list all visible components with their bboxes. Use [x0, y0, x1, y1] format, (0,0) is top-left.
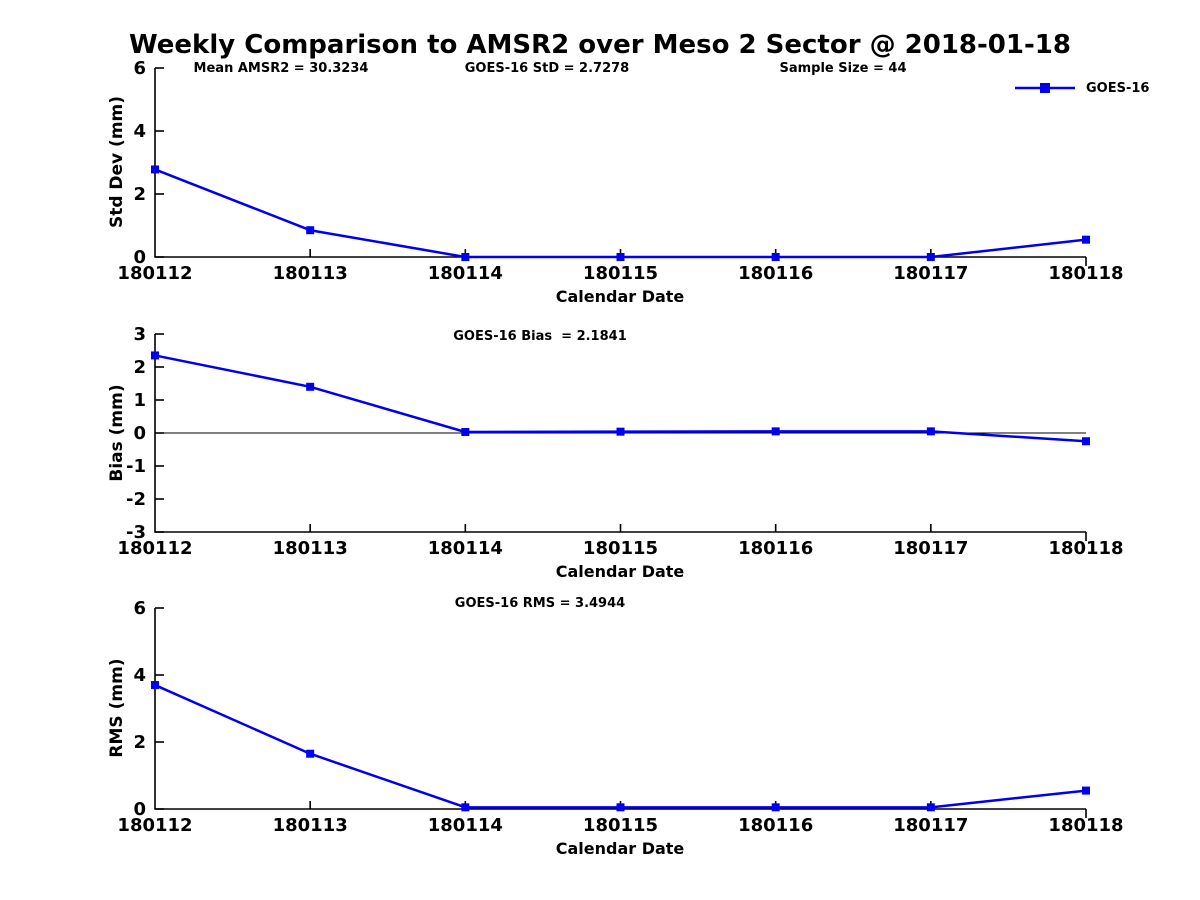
- x-tick-label: 180118: [1048, 538, 1123, 559]
- page-title: Weekly Comparison to AMSR2 over Meso 2 S…: [129, 30, 1071, 60]
- x-tick-label: 180114: [428, 263, 503, 284]
- y-tick-label: 0: [133, 423, 146, 444]
- y-axis-label-std-dev: Std Dev (mm): [107, 95, 127, 229]
- data-point-marker: [616, 253, 625, 261]
- data-point-marker: [151, 165, 159, 174]
- x-tick-label: 180116: [738, 263, 813, 284]
- axes: [154, 608, 1086, 810]
- x-tick-label: 180115: [583, 263, 658, 284]
- y-tick-label: 0: [133, 247, 146, 268]
- y-tick-label: -3: [126, 522, 146, 543]
- data-point-marker: [306, 382, 315, 391]
- y-tick-label: 2: [133, 184, 146, 205]
- y-axis-label-rms: RMS (mm): [107, 658, 127, 758]
- x-tick-label: 180114: [428, 815, 503, 836]
- x-tick-label: 180115: [583, 538, 658, 559]
- y-tick-label: 2: [133, 357, 146, 378]
- x-axis-label-bottom: Calendar Date: [555, 839, 685, 858]
- data-point-marker: [771, 253, 780, 261]
- data-point-marker: [1082, 437, 1090, 446]
- y-tick-label: 2: [133, 732, 146, 753]
- x-axis-label-middle: Calendar Date: [555, 562, 685, 581]
- x-tick-label: 180113: [273, 538, 348, 559]
- y-tick-label: 3: [133, 324, 146, 345]
- data-point-marker: [461, 253, 470, 261]
- x-tick-label: 180117: [893, 263, 968, 284]
- annotation-sample-size: Sample Size = 44: [779, 61, 907, 76]
- data-point-marker: [151, 681, 159, 690]
- data-point-marker: [616, 803, 625, 812]
- data-point-marker: [151, 351, 159, 360]
- x-tick-label: 180117: [893, 538, 968, 559]
- data-point-marker: [461, 428, 470, 437]
- legend-line-marker-icon: [1015, 83, 1075, 93]
- data-point-marker: [1082, 235, 1090, 244]
- y-tick-label: -1: [126, 456, 146, 477]
- x-tick-label: 180115: [583, 815, 658, 836]
- legend: GOES-16: [1013, 80, 1149, 96]
- x-tick-label: 180112: [117, 263, 192, 284]
- data-point-marker: [926, 803, 935, 812]
- data-point-marker: [926, 253, 935, 261]
- x-tick-label: 180116: [738, 538, 813, 559]
- legend-series-label: GOES-16: [1086, 80, 1150, 96]
- x-tick-label: 180114: [428, 538, 503, 559]
- y-tick-label: 4: [133, 121, 146, 142]
- data-line: [154, 683, 1087, 809]
- data-point-marker: [616, 427, 625, 436]
- x-tick-label: 180112: [117, 538, 192, 559]
- x-tick-label: 180113: [273, 815, 348, 836]
- y-tick-label: -2: [126, 489, 146, 510]
- x-tick-label: 180118: [1048, 263, 1123, 284]
- y-tick-label: 1: [133, 390, 146, 411]
- annotation-goes16-bias: GOES-16 Bias = 2.1841: [453, 329, 627, 344]
- annotation-goes16-rms: GOES-16 RMS = 3.4944: [454, 596, 626, 611]
- x-tick-label: 180117: [893, 815, 968, 836]
- data-point-marker: [306, 226, 315, 235]
- data-point-marker: [926, 427, 935, 436]
- y-tick-label: 6: [133, 58, 146, 79]
- data-point-marker: [771, 427, 780, 436]
- x-tick-label: 180116: [738, 815, 813, 836]
- data-point-marker: [461, 803, 470, 812]
- y-tick-label: 4: [133, 665, 146, 686]
- axes: [154, 68, 1086, 258]
- annotation-mean-amsr2: Mean AMSR2 = 30.3234: [193, 61, 369, 76]
- x-tick-label: 180118: [1048, 815, 1123, 836]
- x-axis-label-top: Calendar Date: [555, 287, 685, 306]
- data-line: [154, 168, 1087, 259]
- x-tick-label: 180113: [273, 263, 348, 284]
- data-point-marker: [306, 749, 315, 758]
- data-point-marker: [771, 803, 780, 812]
- y-tick-label: 0: [133, 799, 146, 820]
- y-axis-label-bias: Bias (mm): [107, 384, 127, 482]
- data-point-marker: [1082, 786, 1090, 795]
- y-tick-label: 6: [133, 598, 146, 619]
- x-tick-label: 180112: [117, 815, 192, 836]
- annotation-goes16-std: GOES-16 StD = 2.7278: [464, 61, 630, 76]
